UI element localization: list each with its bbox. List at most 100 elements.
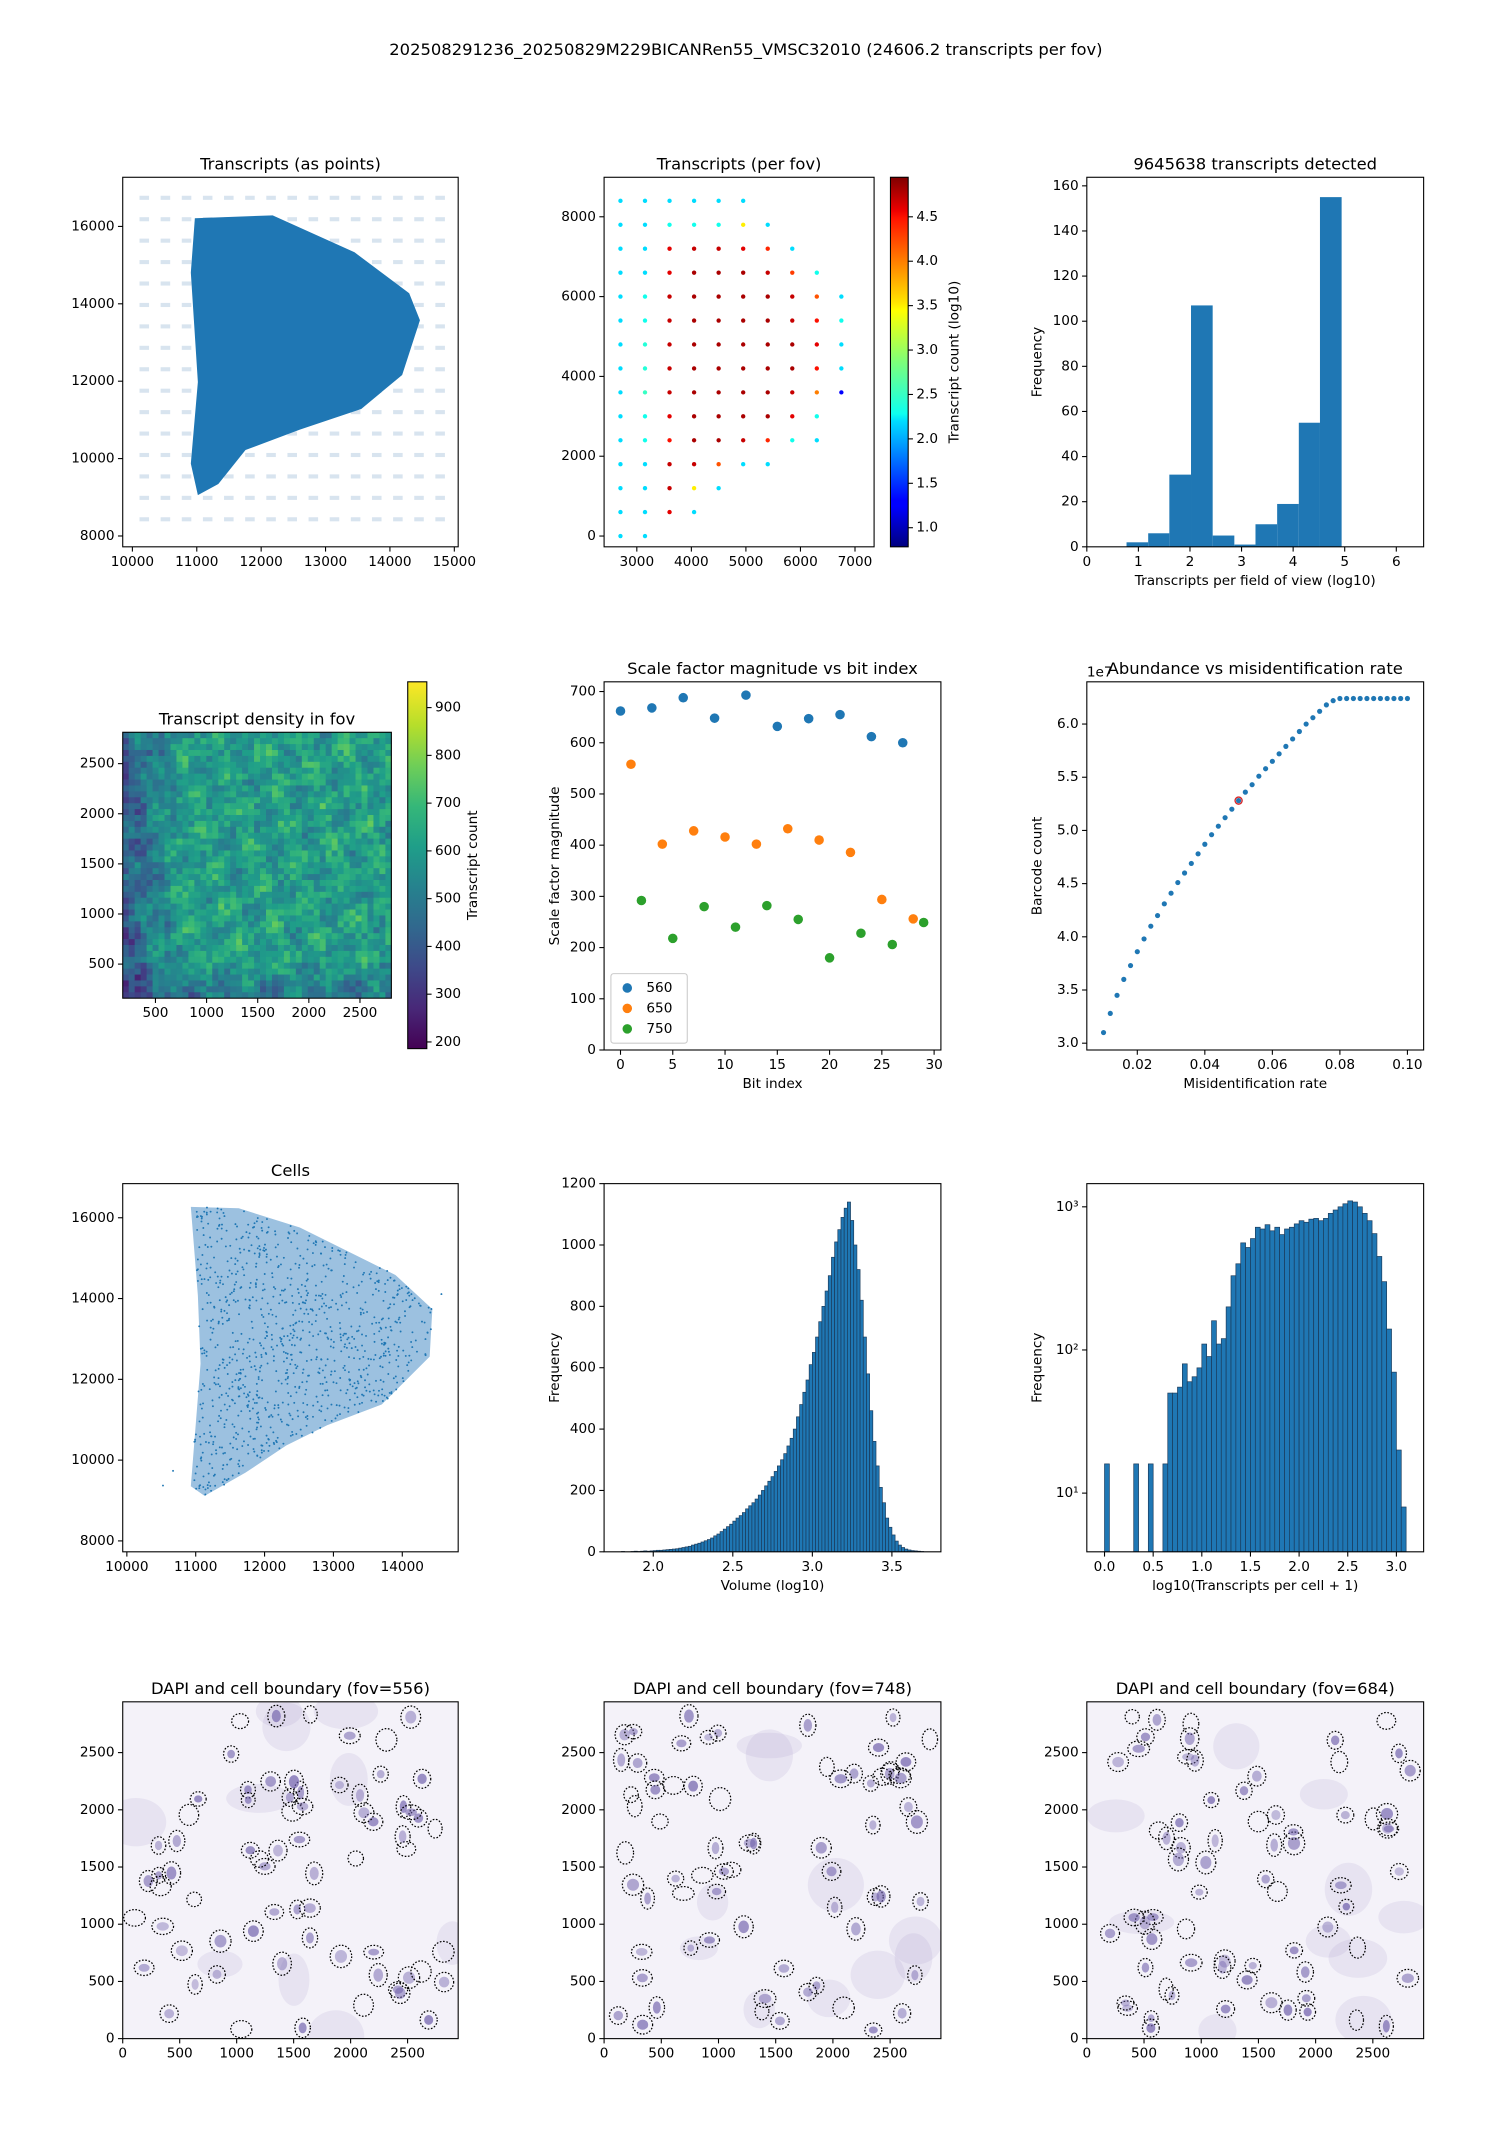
faint-transcripts (371, 195, 382, 200)
density-cell (313, 767, 321, 775)
scatter-point (887, 939, 898, 950)
density-cell (164, 779, 171, 786)
cell-point (225, 1479, 228, 1482)
scatter-point (1310, 715, 1316, 721)
cell-point (302, 1368, 305, 1371)
density-cell (331, 761, 339, 769)
legend-marker (622, 983, 633, 993)
cell-point (335, 1302, 338, 1305)
density-cell (254, 891, 261, 899)
cell-boundary (189, 1791, 207, 1807)
histogram-bar (1318, 1220, 1324, 1552)
faint-transcripts (160, 324, 171, 329)
density-cell (194, 761, 201, 769)
cell-point (382, 1380, 385, 1383)
cell-point (339, 1389, 342, 1392)
density-cell (128, 838, 136, 845)
density-cell (200, 921, 207, 928)
faint-transcripts (181, 474, 192, 479)
cell-point (274, 1246, 277, 1249)
histogram-bar (726, 1526, 730, 1552)
scatter-point (1263, 766, 1269, 772)
cell-point (259, 1248, 262, 1251)
density-cell (236, 809, 243, 816)
cell-point (269, 1426, 272, 1429)
density-cell (307, 885, 315, 893)
density-cell (271, 785, 279, 792)
cell-point (231, 1358, 234, 1361)
cell-point (332, 1346, 335, 1349)
faint-transcripts (245, 495, 255, 500)
cell-point (320, 1358, 323, 1361)
density-cell (355, 868, 362, 875)
density-cell (260, 803, 267, 810)
density-cell (200, 749, 207, 757)
density-cell (361, 868, 368, 875)
density-cell (140, 921, 148, 928)
density-cell (271, 738, 279, 745)
cell-point (344, 1369, 346, 1372)
cell-boundary (161, 1861, 182, 1885)
y-tick-label: 12000 (71, 373, 114, 389)
density-cell (212, 909, 219, 916)
x-tick-label: 30 (925, 1057, 942, 1073)
density-cell (134, 879, 142, 887)
cell-point (269, 1308, 272, 1311)
cell-point (227, 1319, 230, 1322)
fov-point (667, 318, 672, 323)
cell-boundary (1282, 1831, 1306, 1856)
density-cell (170, 732, 177, 739)
cell-boundary (1299, 2003, 1317, 2021)
axes-title: DAPI and cell boundary (fov=748) (633, 1679, 912, 1698)
cell-point (339, 1377, 342, 1379)
fov-point (765, 438, 770, 443)
cell-boundary (419, 2010, 438, 2030)
density-cell (283, 980, 291, 987)
density-cell (343, 744, 350, 751)
cell-point (226, 1312, 228, 1315)
nucleus (897, 2007, 907, 2019)
cell-point (397, 1318, 400, 1321)
dapi-background (1086, 1701, 1424, 2039)
density-cell (140, 915, 148, 922)
density-cell (242, 838, 249, 845)
density-cell (349, 962, 356, 970)
cell-point (359, 1313, 362, 1316)
cell-point (291, 1294, 294, 1297)
density-cell (367, 992, 374, 999)
cell-point (321, 1292, 324, 1295)
cell-point (241, 1235, 244, 1238)
faint-transcripts (287, 474, 297, 479)
cell-point (250, 1320, 253, 1323)
histogram-bar (764, 1485, 769, 1552)
legend-marker (622, 1024, 633, 1034)
cell-point (315, 1241, 318, 1244)
density-cell (176, 891, 183, 899)
cell-point (356, 1396, 359, 1399)
cell-point (253, 1401, 256, 1404)
cell-point (387, 1307, 390, 1310)
density-cell (373, 962, 380, 970)
cell-boundary (267, 1704, 286, 1728)
cell-point (210, 1245, 213, 1248)
density-cell (200, 974, 207, 981)
density-cell (170, 791, 177, 798)
density-cell (134, 838, 142, 845)
density-cell (373, 773, 380, 780)
cell-point (244, 1298, 247, 1301)
density-cell (188, 797, 195, 804)
cell-point (248, 1298, 251, 1301)
density-cell (319, 915, 327, 922)
cell-point (264, 1352, 267, 1354)
density-cell (349, 927, 356, 934)
density-cell (266, 749, 273, 757)
density-cell (331, 874, 339, 881)
dapi-haze (122, 1797, 167, 1847)
x-tick-label: 1500 (276, 2046, 311, 2062)
density-cell (277, 974, 285, 981)
density-cell (176, 903, 183, 910)
nucleus (373, 1968, 384, 1982)
density-cell (301, 891, 309, 899)
density-cell (146, 903, 153, 910)
density-cell (343, 755, 350, 763)
